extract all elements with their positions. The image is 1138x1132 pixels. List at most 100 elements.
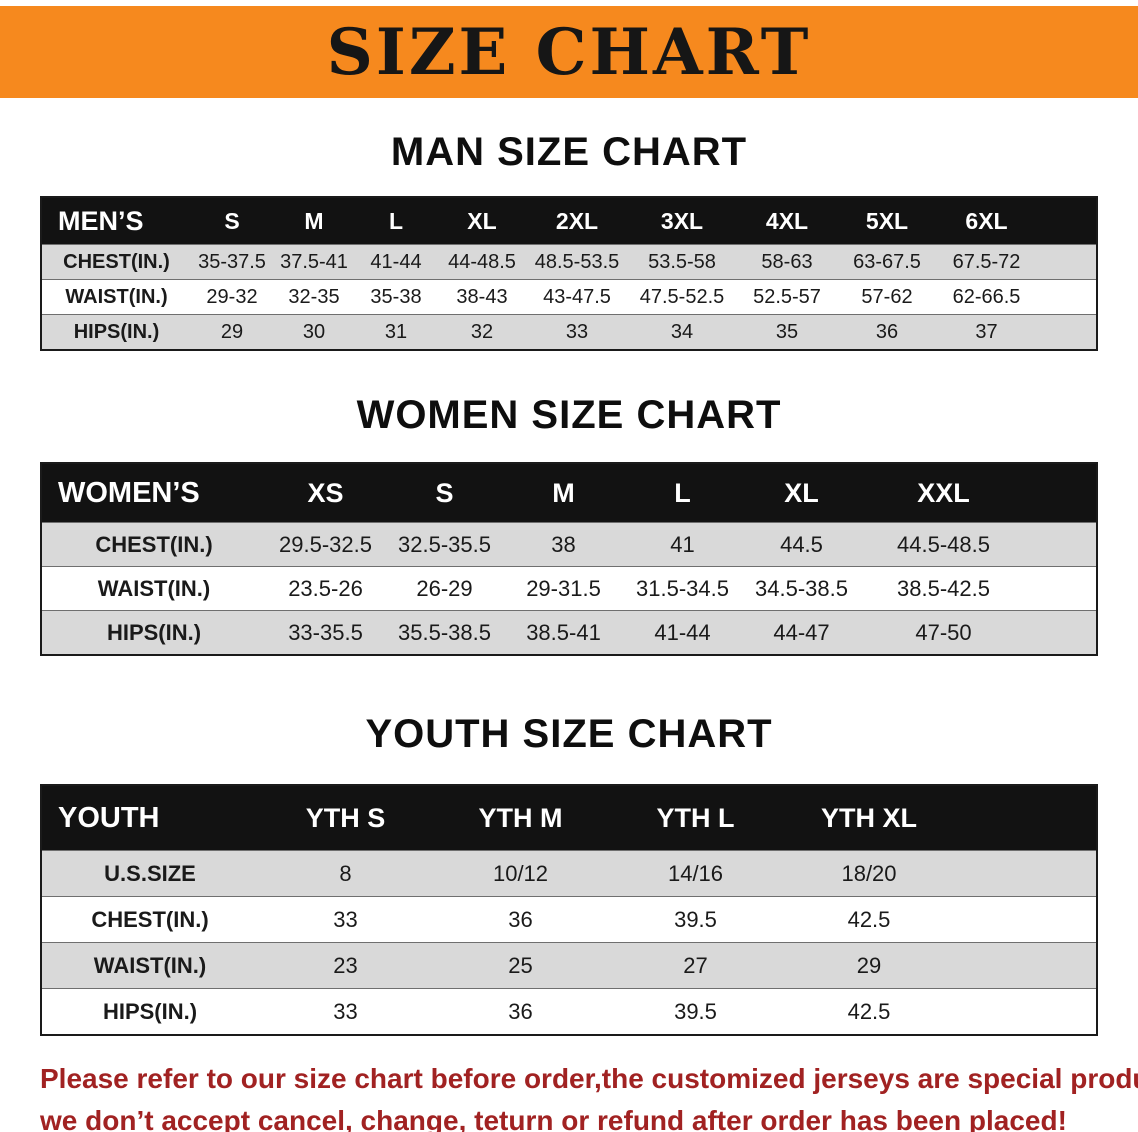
- size-column-header: L: [355, 197, 437, 245]
- disclaimer-line-1: Please refer to our size chart before or…: [40, 1063, 1138, 1094]
- table-row: CHEST(IN.) 35-37.5 37.5-41 41-44 44-48.5 48.5…: [41, 244, 1097, 280]
- table-corner-label: MEN’S: [41, 197, 191, 245]
- size-value-cell: 23: [258, 942, 433, 989]
- women-section-title: WOMEN SIZE CHART: [356, 393, 782, 437]
- youth-size-table: YOUTH YTH S YTH M YTH L YTH XL U.S.SIZE 8 10/12…: [40, 784, 1098, 1036]
- size-column-header: 6XL: [937, 197, 1097, 245]
- table-row: WAIST(IN.) 23 25 27 29: [41, 942, 1097, 989]
- table-header-row: MEN’S S M L XL 2XL 3XL 4XL 5XL 6XL: [41, 197, 1097, 245]
- size-value-cell: 39.5: [608, 896, 783, 943]
- size-value-cell: 42.5: [783, 896, 1097, 943]
- size-value-cell: 38.5-41: [504, 610, 623, 655]
- table-row: HIPS(IN.) 29 30 31 32 33 34 35 36 37: [41, 314, 1097, 350]
- size-column-header: XXL: [861, 463, 1097, 523]
- measurement-label: WAIST(IN.): [41, 942, 258, 989]
- size-value-cell: 52.5-57: [737, 279, 837, 315]
- size-value-cell: 48.5-53.5: [527, 244, 627, 280]
- table-header-row: YOUTH YTH S YTH M YTH L YTH XL: [41, 785, 1097, 851]
- size-value-cell: 53.5-58: [627, 244, 737, 280]
- size-column-header: YTH L: [608, 785, 783, 851]
- measurement-label: CHEST(IN.): [41, 896, 258, 943]
- size-value-cell: 29: [191, 314, 273, 350]
- size-column-header: XL: [742, 463, 861, 523]
- table-row: CHEST(IN.) 33 36 39.5 42.5: [41, 896, 1097, 943]
- size-value-cell: 25: [433, 942, 608, 989]
- size-column-header: XL: [437, 197, 527, 245]
- size-value-cell: 63-67.5: [837, 244, 937, 280]
- size-value-cell: 10/12: [433, 850, 608, 897]
- size-value-cell: 29: [783, 942, 1097, 989]
- size-value-cell: 26-29: [385, 566, 504, 611]
- size-value-cell: 47.5-52.5: [627, 279, 737, 315]
- size-value-cell: 35-37.5: [191, 244, 273, 280]
- size-value-cell: 37: [937, 314, 1097, 350]
- size-value-cell: 27: [608, 942, 783, 989]
- size-value-cell: 31.5-34.5: [623, 566, 742, 611]
- size-value-cell: 44.5-48.5: [861, 522, 1097, 567]
- size-value-cell: 47-50: [861, 610, 1097, 655]
- size-value-cell: 34: [627, 314, 737, 350]
- size-value-cell: 35: [737, 314, 837, 350]
- table-row: HIPS(IN.) 33-35.5 35.5-38.5 38.5-41 41-44 44-…: [41, 610, 1097, 655]
- size-value-cell: 18/20: [783, 850, 1097, 897]
- size-value-cell: 67.5-72: [937, 244, 1097, 280]
- table-row: U.S.SIZE 8 10/12 14/16 18/20: [41, 850, 1097, 897]
- size-column-header: 5XL: [837, 197, 937, 245]
- size-value-cell: 8: [258, 850, 433, 897]
- size-column-header: 2XL: [527, 197, 627, 245]
- size-value-cell: 41-44: [623, 610, 742, 655]
- size-column-header: XS: [266, 463, 385, 523]
- size-value-cell: 29.5-32.5: [266, 522, 385, 567]
- table-row: WAIST(IN.) 29-32 32-35 35-38 38-43 43-47.5 47.…: [41, 279, 1097, 315]
- size-value-cell: 44-48.5: [437, 244, 527, 280]
- size-value-cell: 32.5-35.5: [385, 522, 504, 567]
- size-value-cell: 31: [355, 314, 437, 350]
- size-value-cell: 29-31.5: [504, 566, 623, 611]
- table-corner-label: YOUTH: [41, 785, 258, 851]
- size-column-header: S: [385, 463, 504, 523]
- page-title: SIZE CHART: [326, 14, 812, 90]
- size-column-header: M: [504, 463, 623, 523]
- size-value-cell: 30: [273, 314, 355, 350]
- size-column-header: YTH M: [433, 785, 608, 851]
- size-column-header: 3XL: [627, 197, 737, 245]
- size-value-cell: 33: [258, 988, 433, 1035]
- size-value-cell: 44.5: [742, 522, 861, 567]
- size-value-cell: 33-35.5: [266, 610, 385, 655]
- size-value-cell: 36: [433, 988, 608, 1035]
- size-value-cell: 38.5-42.5: [861, 566, 1097, 611]
- size-value-cell: 36: [837, 314, 937, 350]
- size-value-cell: 37.5-41: [273, 244, 355, 280]
- youth-section-title: YOUTH SIZE CHART: [365, 712, 773, 756]
- size-value-cell: 23.5-26: [266, 566, 385, 611]
- table-row: HIPS(IN.) 33 36 39.5 42.5: [41, 988, 1097, 1035]
- size-value-cell: 33: [527, 314, 627, 350]
- measurement-label: WAIST(IN.): [41, 279, 191, 315]
- size-value-cell: 62-66.5: [937, 279, 1097, 315]
- measurement-label: CHEST(IN.): [41, 244, 191, 280]
- disclaimer-line-2: we don’t accept cancel, change, teturn o…: [40, 1105, 1067, 1132]
- size-value-cell: 35-38: [355, 279, 437, 315]
- men-size-table: MEN’S S M L XL 2XL 3XL 4XL 5XL 6XL CHEST(IN.) 35-37…: [40, 196, 1098, 351]
- size-value-cell: 43-47.5: [527, 279, 627, 315]
- size-value-cell: 39.5: [608, 988, 783, 1035]
- size-value-cell: 14/16: [608, 850, 783, 897]
- size-column-header: S: [191, 197, 273, 245]
- measurement-label: HIPS(IN.): [41, 610, 266, 655]
- banner: SIZE CHART: [0, 6, 1138, 98]
- size-value-cell: 41-44: [355, 244, 437, 280]
- size-value-cell: 57-62: [837, 279, 937, 315]
- size-value-cell: 42.5: [783, 988, 1097, 1035]
- size-value-cell: 35.5-38.5: [385, 610, 504, 655]
- size-value-cell: 38: [504, 522, 623, 567]
- size-value-cell: 38-43: [437, 279, 527, 315]
- measurement-label: U.S.SIZE: [41, 850, 258, 897]
- size-column-header: 4XL: [737, 197, 837, 245]
- table-header-row: WOMEN’S XS S M L XL XXL: [41, 463, 1097, 523]
- size-value-cell: 44-47: [742, 610, 861, 655]
- size-value-cell: 29-32: [191, 279, 273, 315]
- size-column-header: M: [273, 197, 355, 245]
- size-column-header: YTH XL: [783, 785, 1097, 851]
- size-column-header: L: [623, 463, 742, 523]
